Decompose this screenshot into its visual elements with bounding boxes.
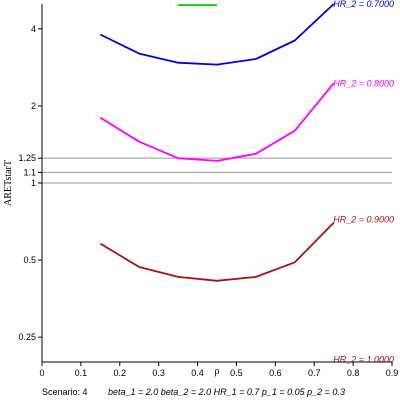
series-line xyxy=(99,82,335,162)
x-tick-label: 0.9 xyxy=(386,368,399,378)
reference-lines xyxy=(42,157,392,184)
series-label: HR_2 = 0.7000 xyxy=(333,0,394,9)
footer-scenario: Scenario: 4 xyxy=(42,387,88,397)
y-tick-label: 2 xyxy=(31,101,36,111)
y-tick-label: 1.25 xyxy=(18,153,36,163)
y-tick-label: 0.5 xyxy=(23,255,36,265)
x-tick-label: 0.1 xyxy=(75,368,88,378)
series-label: HR_2 = 0.9000 xyxy=(333,215,394,225)
x-tick-label: 0.3 xyxy=(152,368,165,378)
x-tick-label: 0.2 xyxy=(114,368,127,378)
x-tick-label: 0.7 xyxy=(308,368,321,378)
footer-params: beta_1 = 2.0 beta_2 = 2.0 HR_1 = 0.7 p_1… xyxy=(108,387,345,397)
x-tick-label: 0.5 xyxy=(230,368,243,378)
y-tick-label: 4 xyxy=(31,24,36,34)
x-tick-label: 0.6 xyxy=(269,368,282,378)
series-line xyxy=(99,222,335,282)
x-tick-label: 0.8 xyxy=(347,368,360,378)
y-tick-label: 1.1 xyxy=(23,167,36,177)
y-axis-title: ARETstarT xyxy=(3,160,14,206)
x-tick-label: 0.4 xyxy=(191,368,204,378)
x-tick-label: 0 xyxy=(39,368,44,378)
series-labels: HR_2 = 0.7000 HR_2 = 0.8000 HR_2 = 0.9000 H… xyxy=(333,0,394,364)
series-label: HR_2 = 0.8000 xyxy=(333,78,394,88)
y-tick-label: 0.25 xyxy=(18,332,36,342)
tick-labels: 0 0.1 0.2 0.3 0.4 0.5 0.6 0.7 0.8 0.9 0.25 0.5 11.1 1… xyxy=(18,24,398,378)
y-tick-label: 1 xyxy=(31,178,36,188)
series-label: HR_2 = 1.0000 xyxy=(333,354,394,364)
series-lines xyxy=(99,3,335,282)
x-axis-title: ρ xyxy=(215,366,220,377)
series-line xyxy=(99,3,335,66)
